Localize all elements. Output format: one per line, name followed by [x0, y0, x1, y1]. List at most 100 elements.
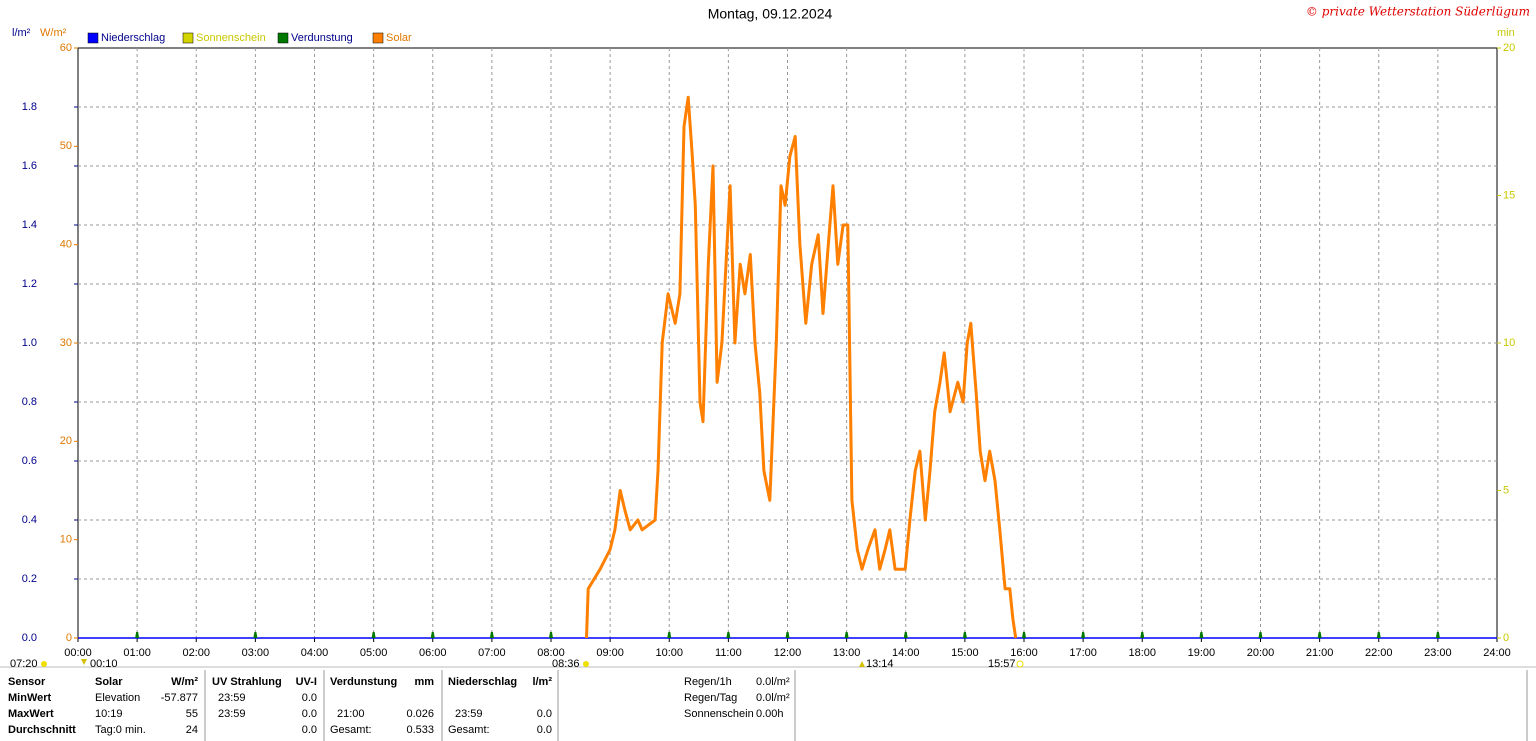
- series-marker: [903, 632, 908, 638]
- annotation: 08:36: [552, 658, 580, 670]
- legend-label: Verdunstung: [291, 32, 353, 44]
- annotation: 15:57: [988, 658, 1016, 670]
- table-value: 0.0: [302, 708, 317, 720]
- series-marker: [489, 632, 494, 638]
- x-tick-label: 16:00: [1010, 647, 1038, 659]
- table-cell: Tag:0 min.: [95, 724, 146, 736]
- sun-marker: [41, 661, 47, 667]
- y-tick-label: 5: [1503, 484, 1509, 496]
- series-marker: [371, 632, 376, 638]
- series-marker: [962, 632, 967, 638]
- table-header: UV Strahlung: [212, 676, 282, 688]
- y-tick-label: 10: [1503, 337, 1515, 349]
- table-cell: 10:19: [95, 708, 123, 720]
- axis-label: W/m²: [40, 27, 67, 39]
- table-unit: mm: [414, 676, 434, 688]
- table-value: 0.533: [406, 724, 434, 736]
- y-tick-label: 0.6: [22, 455, 37, 467]
- x-tick-label: 21:00: [1306, 647, 1334, 659]
- y-tick-label: 0.8: [22, 396, 37, 408]
- sun-marker: [81, 659, 87, 665]
- row-label: Sensor: [8, 676, 46, 688]
- x-tick-label: 13:00: [833, 647, 861, 659]
- y-tick-label: 0: [66, 632, 72, 644]
- x-tick-label: 01:00: [123, 647, 151, 659]
- y-tick-label: 1.6: [22, 160, 37, 172]
- legend-swatch: [182, 32, 194, 44]
- y-tick-label: 1.4: [22, 219, 37, 231]
- series-marker: [1317, 632, 1322, 638]
- series-marker: [1022, 632, 1026, 638]
- x-tick-label: 05:00: [360, 647, 388, 659]
- x-tick-label: 23:00: [1424, 647, 1452, 659]
- x-tick-label: 18:00: [1128, 647, 1156, 659]
- summary-label: Regen/Tag: [684, 692, 737, 704]
- y-tick-label: 1.2: [22, 278, 37, 290]
- y-tick-label: 1.0: [22, 337, 37, 349]
- sun-marker: [583, 661, 589, 667]
- series-marker: [430, 632, 435, 638]
- table-cell: Gesamt:: [330, 724, 372, 736]
- y-tick-label: 30: [60, 337, 72, 349]
- annotation: 00:10: [90, 658, 118, 670]
- series-marker: [1376, 632, 1381, 638]
- x-tick-label: 14:00: [892, 647, 920, 659]
- axis-label: l/m²: [12, 27, 31, 39]
- series-marker: [1199, 632, 1204, 638]
- legend-swatch: [277, 32, 289, 44]
- table-value: -57.877: [161, 692, 198, 704]
- table-unit: UV-I: [296, 676, 317, 688]
- table-value: 55: [186, 708, 198, 720]
- table-value: 24: [186, 724, 198, 736]
- legend-label: Solar: [386, 32, 412, 44]
- x-tick-label: 19:00: [1188, 647, 1216, 659]
- series-marker: [135, 632, 140, 638]
- series-marker: [1081, 632, 1086, 638]
- x-tick-label: 17:00: [1069, 647, 1097, 659]
- x-tick-label: 24:00: [1483, 647, 1511, 659]
- y-tick-label: 0.4: [22, 514, 37, 526]
- y-tick-label: 10: [60, 534, 72, 546]
- series-marker: [785, 632, 790, 638]
- table-header: Verdunstung: [330, 676, 397, 688]
- x-tick-label: 22:00: [1365, 647, 1393, 659]
- summary-value: 0.0l/m²: [756, 692, 790, 704]
- y-tick-label: 50: [60, 140, 72, 152]
- table-cell: 23:59: [218, 692, 246, 704]
- summary-value: 0.00h: [756, 708, 784, 720]
- table-header: Niederschlag: [448, 676, 517, 688]
- y-tick-label: 1.8: [22, 101, 37, 113]
- y-tick-label: 0: [1503, 632, 1509, 644]
- y-tick-label: 60: [60, 42, 72, 54]
- y-tick-label: 0.0: [22, 632, 37, 644]
- x-tick-label: 07:00: [478, 647, 506, 659]
- table-unit: l/m²: [532, 676, 552, 688]
- series-marker: [1140, 632, 1145, 638]
- table-value: 0.0: [537, 724, 552, 736]
- legend-swatch: [87, 32, 99, 44]
- x-tick-label: 02:00: [182, 647, 210, 659]
- table-cell: 23:59: [455, 708, 483, 720]
- x-tick-label: 06:00: [419, 647, 447, 659]
- row-label: MaxWert: [8, 708, 54, 720]
- legend-label: Niederschlag: [101, 32, 165, 44]
- x-tick-label: 10:00: [655, 647, 683, 659]
- x-tick-label: 00:00: [64, 647, 92, 659]
- table-cell: Elevation: [95, 692, 140, 704]
- annotation: 07:20: [10, 658, 38, 670]
- series-marker: [667, 632, 672, 638]
- series-marker: [549, 632, 553, 638]
- table-header: Solar: [95, 676, 123, 688]
- x-tick-label: 20:00: [1247, 647, 1275, 659]
- summary-label: Sonnenschein: [684, 708, 754, 720]
- y-tick-label: 15: [1503, 189, 1515, 201]
- copyright: © private Wetterstation Süderlügum: [1306, 5, 1530, 19]
- series-marker: [1258, 632, 1263, 638]
- table-cell: 21:00: [337, 708, 365, 720]
- table-cell: 23:59: [218, 708, 246, 720]
- x-tick-label: 11:00: [715, 647, 742, 659]
- legend-swatch: [372, 32, 384, 44]
- table-unit: W/m²: [171, 676, 198, 688]
- row-label: Durchschnitt: [8, 724, 76, 736]
